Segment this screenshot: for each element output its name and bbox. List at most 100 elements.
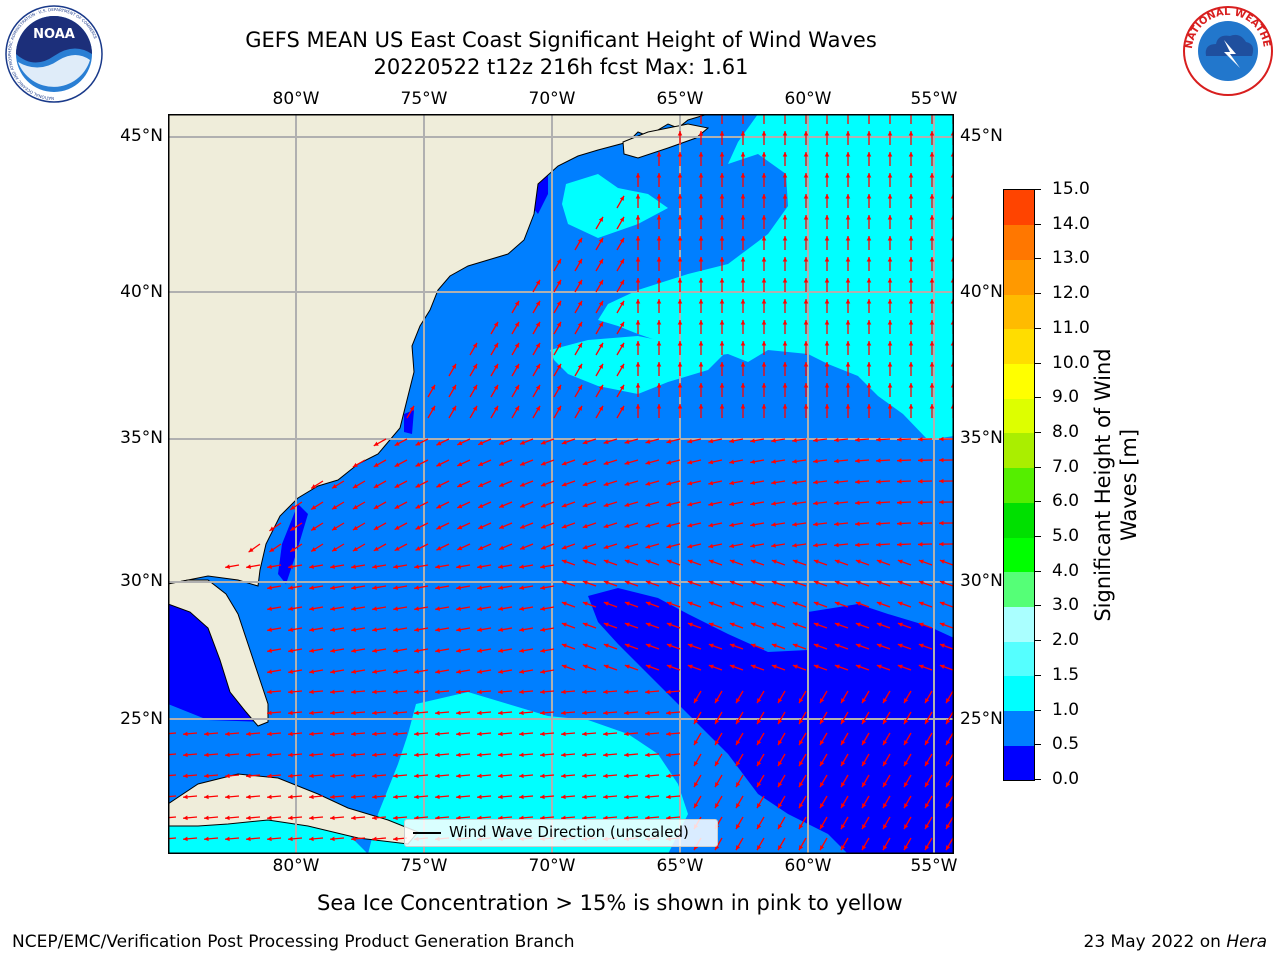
wave-direction-arrowhead — [619, 321, 624, 327]
wave-direction-arrowhead — [824, 320, 830, 325]
wave-direction-arrowhead — [845, 278, 851, 283]
wave-direction-arrowhead — [904, 824, 909, 830]
wave-direction-arrowhead — [740, 320, 746, 325]
wave-direction-arrowhead — [603, 439, 609, 445]
wave-direction-arrowhead — [855, 664, 861, 669]
wave-direction-arrowhead — [351, 606, 356, 611]
wave-direction-arrowhead — [603, 460, 609, 466]
wave-direction-arrowhead — [519, 731, 524, 737]
wave-direction-arrowhead — [499, 503, 505, 508]
wave-direction-arrowhead — [803, 152, 809, 157]
noaa-logo: NOAA NATIONAL OCEANIC AND ATMOSPHERIC AD… — [4, 4, 104, 104]
wave-direction-arrowhead — [288, 710, 293, 716]
wave-direction-arrowhead — [729, 438, 735, 444]
wave-direction-arrowhead — [582, 559, 588, 564]
wave-direction-arrowhead — [824, 236, 830, 241]
wave-direction-arrowhead — [372, 585, 377, 590]
wave-direction-arrowhead — [535, 321, 540, 327]
wave-direction-arrowhead — [736, 824, 741, 830]
wave-direction-arrowhead — [204, 752, 209, 758]
colorbar-tick-mark — [1035, 397, 1041, 399]
wave-direction-arrowhead — [582, 502, 588, 508]
wave-direction-arrowhead — [876, 479, 881, 484]
wave-direction-arrowhead — [351, 794, 356, 800]
lon-label-top: 75°W — [400, 89, 448, 109]
wave-direction-arrowhead — [456, 564, 461, 569]
wave-direction-arrowhead — [499, 545, 505, 550]
wave-direction-arrowhead — [708, 622, 714, 627]
wave-direction-arrowhead — [540, 752, 545, 758]
wave-direction-arrowhead — [330, 627, 335, 632]
colorbar-tick-label: 13.0 — [1052, 248, 1090, 269]
wave-direction-arrowhead — [656, 152, 662, 157]
colorbar — [1003, 189, 1035, 781]
wave-direction-arrowhead — [866, 362, 872, 367]
wave-direction-arrowhead — [556, 384, 561, 390]
lat-label-left: 35°N — [120, 428, 163, 448]
wave-direction-arrowhead — [782, 383, 788, 388]
wave-direction-arrowhead — [666, 794, 671, 800]
lat-label-left: 25°N — [120, 709, 163, 729]
wave-direction-arrowhead — [373, 504, 379, 509]
wave-direction-arrowhead — [946, 740, 951, 746]
colorbar-tick-label: 1.0 — [1052, 699, 1080, 720]
wave-direction-arrowhead — [855, 643, 861, 648]
wave-direction-arrowhead — [330, 606, 335, 611]
wave-direction-arrowhead — [841, 803, 846, 809]
wave-direction-arrowhead — [908, 404, 914, 409]
wave-direction-arrowhead — [792, 459, 797, 464]
colorbar-segment — [1004, 224, 1034, 260]
colorbar-tick-mark — [1035, 327, 1041, 329]
wave-direction-arrowhead — [619, 363, 624, 369]
wave-direction-arrowhead — [918, 542, 923, 547]
wave-direction-arrowhead — [561, 664, 567, 669]
wave-direction-arrowhead — [225, 731, 230, 737]
wave-direction-arrowhead — [855, 580, 861, 585]
wave-direction-arrowhead — [645, 689, 650, 695]
wave-direction-arrowhead — [687, 459, 693, 465]
wave-direction-arrowhead — [719, 215, 725, 220]
wave-direction-arrowhead — [598, 363, 603, 369]
wave-direction-arrowhead — [288, 648, 293, 653]
colorbar-title-line2: Waves [m] — [1117, 428, 1141, 542]
wave-direction-arrowhead — [624, 439, 630, 444]
wave-direction-arrowhead — [866, 404, 872, 409]
wave-direction-arrowhead — [414, 794, 419, 800]
lat-label-left: 30°N — [120, 571, 163, 591]
wave-direction-arrowhead — [908, 194, 914, 199]
wave-direction-arrowhead — [225, 752, 230, 758]
wave-direction-arrowhead — [666, 815, 671, 821]
wave-direction-arrowhead — [498, 606, 503, 611]
wave-direction-arrowhead — [351, 564, 356, 569]
wave-direction-arrowhead — [393, 648, 398, 653]
wave-direction-arrowhead — [862, 824, 867, 830]
wave-direction-arrowhead — [698, 362, 704, 367]
wave-direction-arrowhead — [477, 585, 482, 590]
wave-direction-arrowhead — [778, 740, 783, 746]
wave-direction-arrowhead — [577, 279, 582, 285]
wave-direction-arrowhead — [824, 404, 830, 409]
wave-direction-arrowhead — [736, 782, 741, 788]
wave-direction-arrowhead — [799, 824, 804, 830]
wave-direction-arrowhead — [904, 782, 909, 788]
wave-direction-arrowhead — [393, 731, 398, 737]
wave-direction-arrowhead — [372, 731, 377, 737]
wave-direction-arrowhead — [841, 782, 846, 788]
wave-direction-arrowhead — [351, 710, 356, 716]
machine-name: Hera — [1226, 932, 1267, 952]
wave-direction-arrowhead — [645, 502, 651, 507]
wave-direction-arrowhead — [939, 541, 944, 547]
wave-direction-arrowhead — [540, 648, 545, 653]
wave-direction-arrowhead — [792, 559, 798, 564]
wave-direction-arrowhead — [246, 773, 251, 779]
wave-direction-arrowhead — [393, 689, 398, 695]
wave-direction-arrowhead — [288, 773, 293, 779]
wave-direction-arrowhead — [698, 215, 704, 220]
wave-direction-arrowhead — [887, 152, 893, 157]
wave-direction-arrowhead — [288, 627, 293, 632]
wave-direction-arrowhead — [883, 803, 888, 809]
colorbar-tick-label: 8.0 — [1052, 421, 1080, 442]
colorbar-segment — [1004, 432, 1034, 469]
wave-direction-arrowhead — [855, 479, 860, 485]
wave-band-0-0.5m — [404, 410, 414, 434]
